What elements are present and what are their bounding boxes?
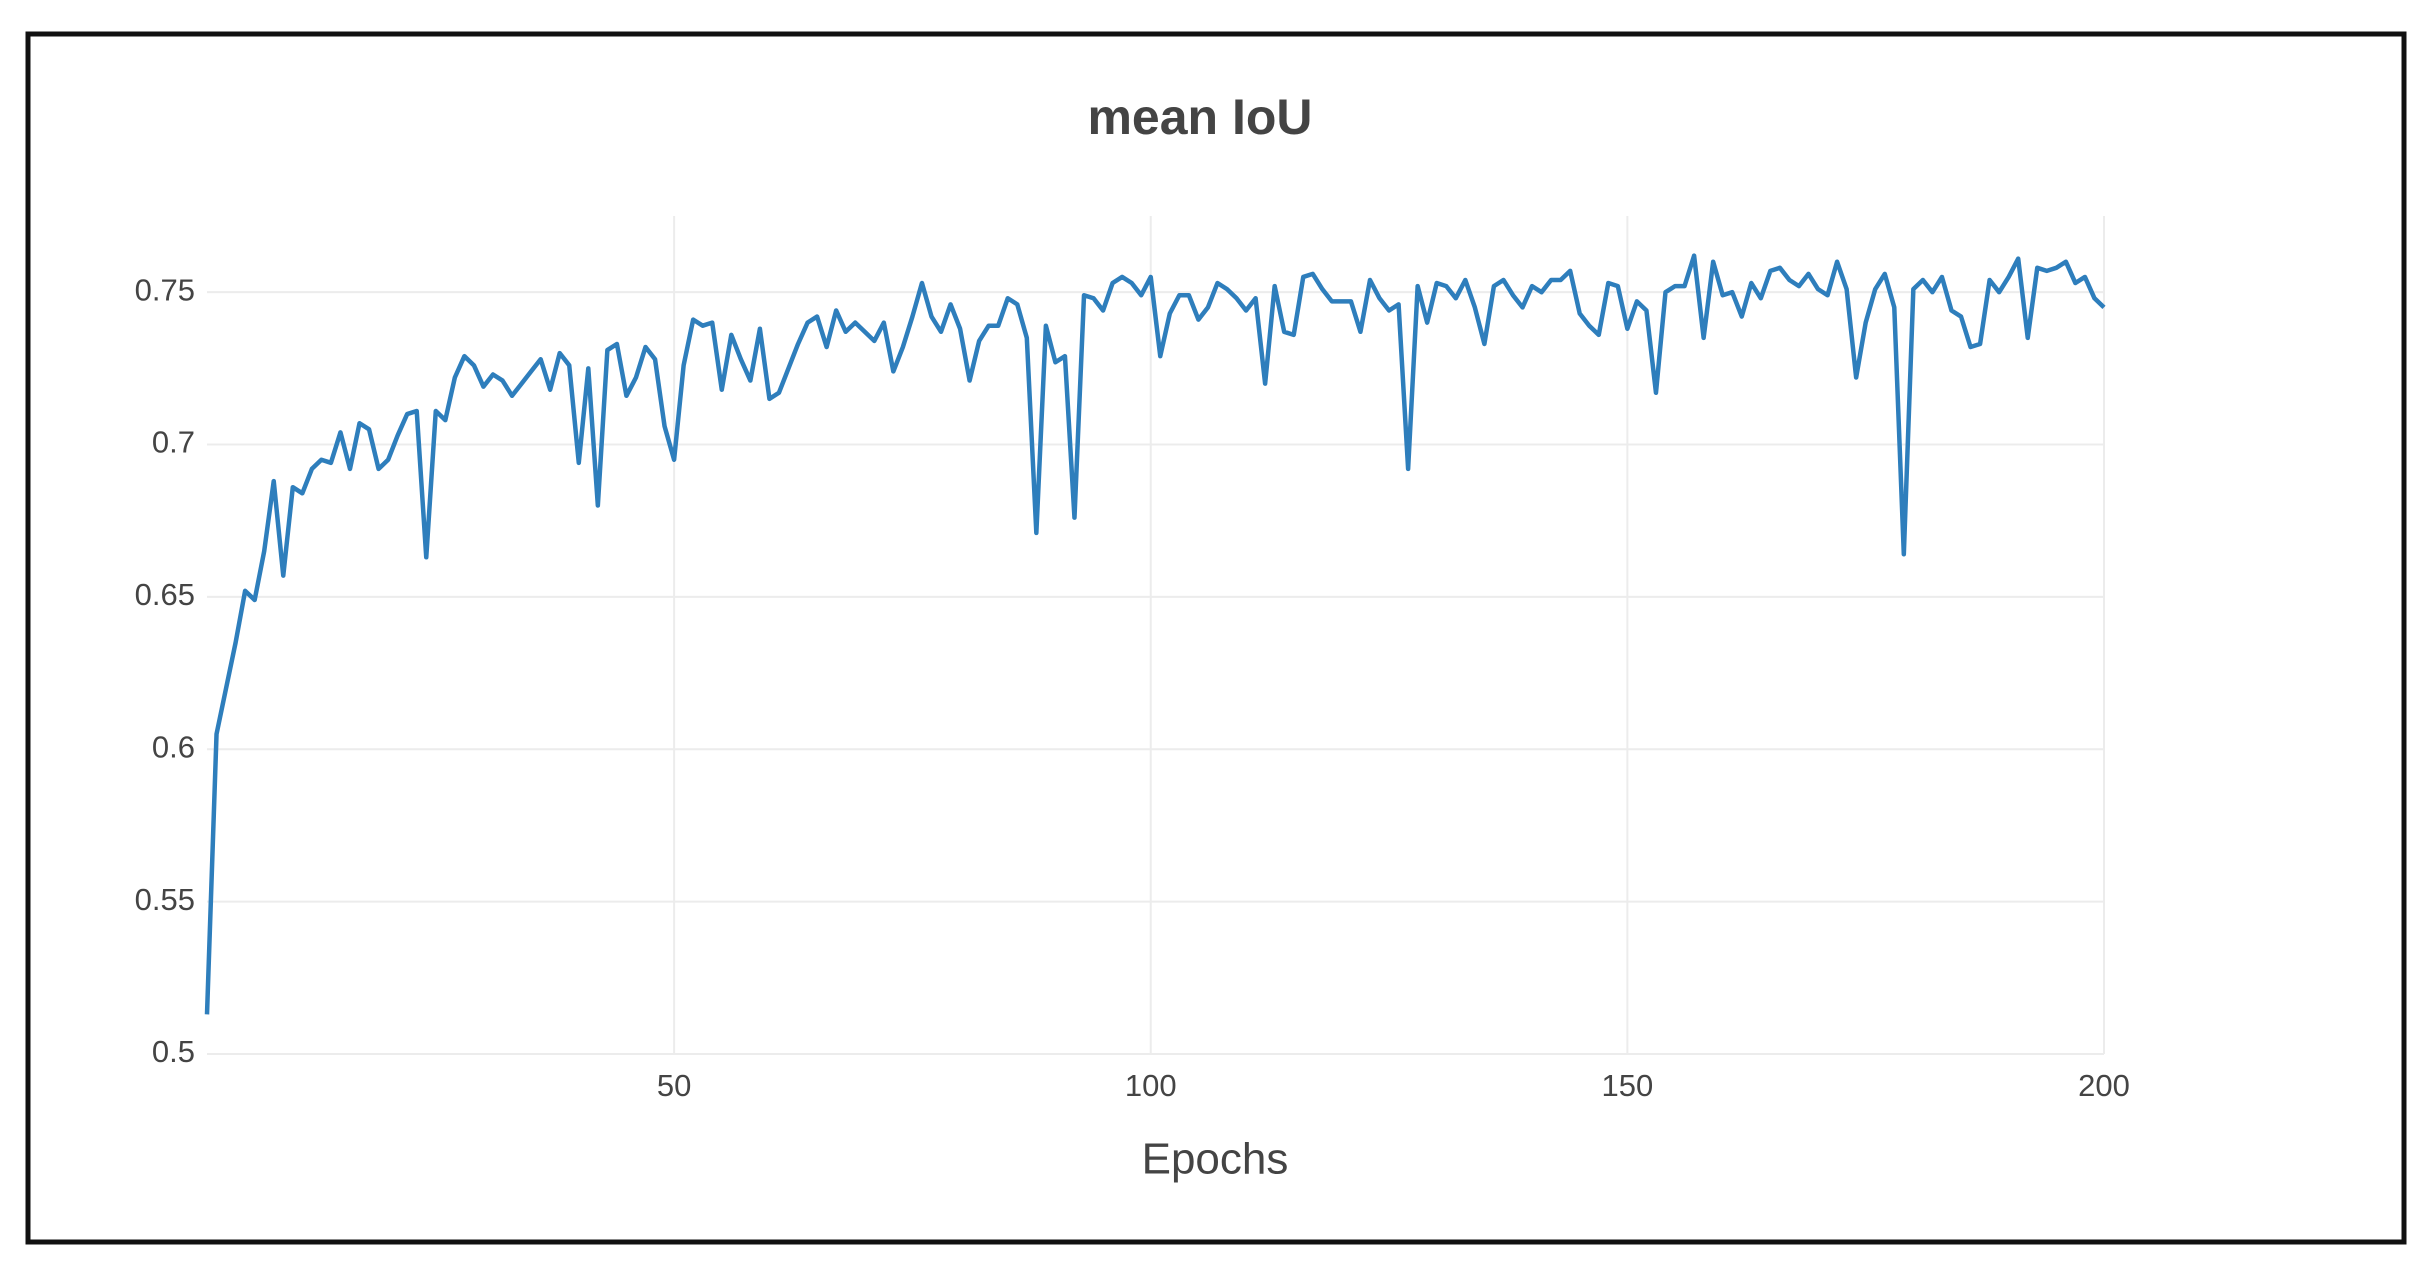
y-tick-label: 0.6: [152, 729, 195, 764]
y-tick-label: 0.5: [152, 1034, 195, 1069]
y-tick-label: 0.65: [135, 577, 195, 612]
data-line: [204, 253, 2106, 1015]
chart-title: mean IoU: [1087, 89, 1312, 145]
y-tick-label: 0.55: [135, 882, 195, 917]
x-tick-label: 200: [2078, 1068, 2130, 1103]
y-tick-label: 0.75: [135, 272, 195, 307]
x-tick-label: 150: [1601, 1068, 1653, 1103]
y-tick-label: 0.7: [152, 425, 195, 460]
x-tick-label: 50: [657, 1068, 691, 1103]
frame: [25, 31, 2407, 1245]
x-axis-label: Epochs: [1142, 1135, 1289, 1184]
x-tick-label: 100: [1125, 1068, 1177, 1103]
